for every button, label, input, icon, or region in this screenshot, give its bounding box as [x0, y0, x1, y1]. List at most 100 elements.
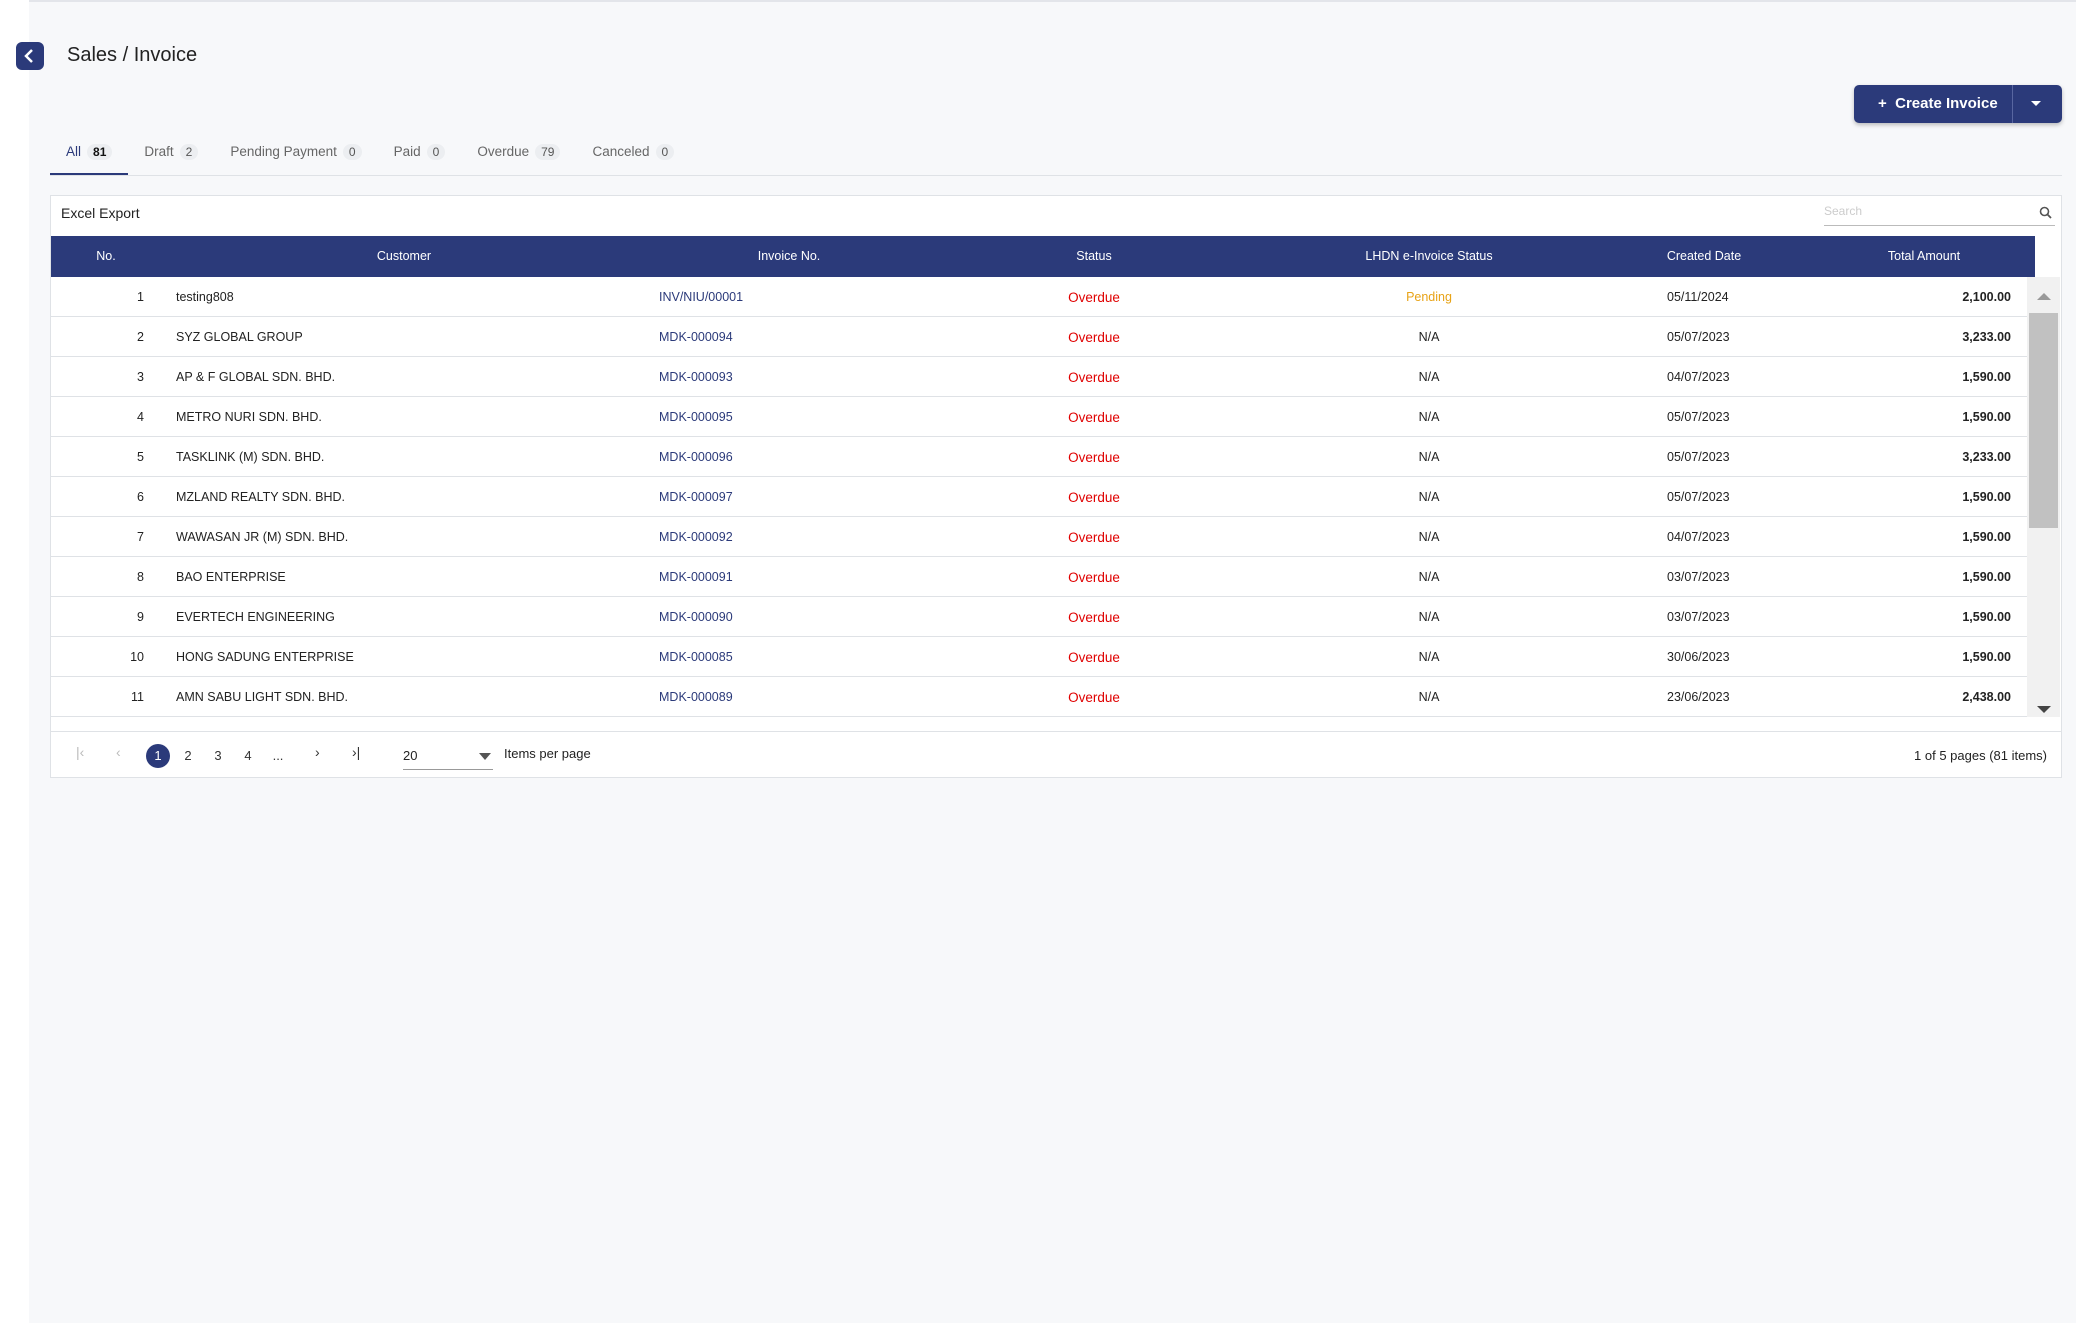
lhdn-status: N/A: [1418, 370, 1440, 384]
tab[interactable]: All 81: [50, 140, 129, 176]
column-header: Total Amount: [1887, 249, 1961, 263]
invoice-no[interactable]: MDK-000095: [659, 410, 733, 424]
tab-count: 79: [535, 144, 561, 160]
table-row[interactable]: 2 SYZ GLOBAL GROUP MDK-000094 Overdue N/A 05/…: [51, 317, 2027, 357]
total-amount: 1,590.00: [1962, 530, 2011, 544]
tab-label: Draft: [144, 144, 174, 159]
invoice-no[interactable]: MDK-000096: [659, 450, 733, 464]
tabs: All 81 Draft 2 Pending Payment 0 Paid 0 Overdue 7…: [50, 140, 690, 176]
status: Overdue: [1068, 610, 1120, 625]
column-header: No.: [96, 249, 116, 263]
items-per-page: Items per page: [504, 746, 591, 761]
total-amount: 1,590.00: [1962, 490, 2011, 504]
tab-count: 81: [87, 144, 113, 160]
invoice-no[interactable]: MDK-000085: [659, 650, 733, 664]
invoice-no[interactable]: MDK-000089: [659, 690, 733, 704]
table-row[interactable]: 5 TASKLINK (M) SDN. BHD. MDK-000096 Overdue…: [51, 437, 2027, 477]
table-row[interactable]: 11 AMN SABU LIGHT SDN. BHD. MDK-000089 Over…: [51, 677, 2027, 717]
lhdn-status: N/A: [1418, 570, 1440, 584]
total-amount: 1,590.00: [1962, 570, 2011, 584]
tab-count: 0: [342, 144, 362, 160]
table-row[interactable]: 9 EVERTECH ENGINEERING MDK-000090 Overdue N/…: [51, 597, 2027, 637]
scroll-up[interactable]: [2036, 291, 2052, 301]
column-header: Customer: [376, 249, 432, 263]
tab-label: Canceled: [592, 144, 650, 159]
table-row[interactable]: 8 BAO ENTERPRISE MDK-000091 Overdue N/A 03/07…: [51, 557, 2027, 597]
table-row[interactable]: 3 AP & F GLOBAL SDN. BHD. MDK-000093 Overdu…: [51, 357, 2027, 397]
scroll-down[interactable]: [2036, 705, 2052, 715]
column-header: Invoice No.: [757, 249, 821, 263]
lhdn-status: N/A: [1418, 610, 1440, 624]
top-border: [0, 0, 2076, 2]
table-row[interactable]: 6 MZLAND REALTY SDN. BHD. MDK-000097 Overdu…: [51, 477, 2027, 517]
customer: EVERTECH ENGINEERING: [176, 610, 335, 624]
tab[interactable]: Canceled 0: [576, 140, 690, 176]
created-date: 05/07/2023: [1667, 330, 1730, 344]
table-row[interactable]: 4 METRO NURI SDN. BHD. MDK-000095 Overdue N/…: [51, 397, 2027, 437]
tab-count: 0: [655, 144, 675, 160]
tab-label: All: [66, 144, 82, 159]
total-amount: 3,233.00: [1962, 330, 2011, 344]
row-number: 10: [130, 650, 144, 664]
page-size-select[interactable]: 20: [403, 742, 493, 770]
customer: AMN SABU LIGHT SDN. BHD.: [176, 690, 349, 704]
total-amount: 1,590.00: [1962, 610, 2011, 624]
tab-label: Pending Payment: [230, 144, 337, 159]
invoice-no[interactable]: MDK-000090: [659, 610, 733, 624]
first-page[interactable]: |‹: [76, 744, 85, 760]
scroll-thumb[interactable]: [2029, 313, 2058, 528]
create-label: + Create Invoice: [1878, 95, 1998, 112]
tab[interactable]: Pending Payment 0: [214, 140, 377, 176]
page-number[interactable]: 3: [214, 748, 222, 763]
tab[interactable]: Draft 2: [128, 140, 214, 176]
table-row[interactable]: 1 testing808 INV/NIU/00001 Overdue Pending 05…: [51, 277, 2027, 317]
page-number[interactable]: 2: [184, 748, 192, 763]
table-row[interactable]: 10 HONG SADUNG ENTERPRISE MDK-000085 Overdu…: [51, 637, 2027, 677]
invoice-no[interactable]: MDK-000094: [659, 330, 733, 344]
total-amount: 2,438.00: [1962, 690, 2011, 704]
customer: METRO NURI SDN. BHD.: [176, 410, 322, 424]
row-number: 7: [137, 530, 144, 544]
excel-export[interactable]: Excel Export: [61, 205, 140, 221]
status: Overdue: [1068, 490, 1120, 505]
prev-page[interactable]: ‹: [116, 744, 121, 760]
create-invoice-button[interactable]: + Create Invoice: [1854, 85, 2062, 123]
customer: AP & F GLOBAL SDN. BHD.: [176, 370, 336, 384]
invoice-no[interactable]: INV/NIU/00001: [659, 290, 744, 304]
invoice-no[interactable]: MDK-000091: [659, 570, 733, 584]
page-number[interactable]: 4: [244, 748, 252, 763]
row-number: 5: [137, 450, 144, 464]
total-amount: 1,590.00: [1962, 410, 2011, 424]
invoice-no[interactable]: MDK-000097: [659, 490, 733, 504]
status: Overdue: [1068, 570, 1120, 585]
customer: testing808: [176, 290, 234, 304]
dropdown-caret[interactable]: [2030, 99, 2042, 109]
row-number: 9: [137, 610, 144, 624]
tab-label: Overdue: [477, 144, 530, 159]
search-placeholder: Search: [1824, 204, 1863, 218]
invoice-no[interactable]: MDK-000093: [659, 370, 733, 384]
table-row[interactable]: 7 WAWASAN JR (M) SDN. BHD. MDK-000092 Overd…: [51, 517, 2027, 557]
page-number[interactable]: 1: [146, 744, 170, 768]
last-page[interactable]: ›|: [352, 744, 361, 760]
page-size: 20: [403, 748, 418, 763]
tab[interactable]: Overdue 79: [461, 140, 576, 176]
lhdn-status: N/A: [1418, 330, 1440, 344]
customer: MZLAND REALTY SDN. BHD.: [176, 490, 346, 504]
sidebar: [0, 0, 29, 1323]
customer: BAO ENTERPRISE: [176, 570, 286, 584]
invoice-no[interactable]: MDK-000092: [659, 530, 733, 544]
next-page[interactable]: ›: [315, 744, 320, 760]
tab[interactable]: Paid 0: [378, 140, 462, 176]
page-number[interactable]: ...: [272, 748, 284, 763]
created-date: 04/07/2023: [1667, 370, 1730, 384]
back-button[interactable]: [16, 42, 44, 70]
search-input[interactable]: Search: [1824, 200, 2055, 226]
status: Overdue: [1068, 410, 1120, 425]
table-header: No. Customer Invoice No. Status LHDN e-Invoi…: [51, 236, 2035, 277]
status: Overdue: [1068, 330, 1120, 345]
status: Overdue: [1068, 450, 1120, 465]
row-number: 8: [137, 570, 144, 584]
page-title: Sales / Invoice: [67, 44, 198, 66]
created-date: 05/07/2023: [1667, 410, 1730, 424]
